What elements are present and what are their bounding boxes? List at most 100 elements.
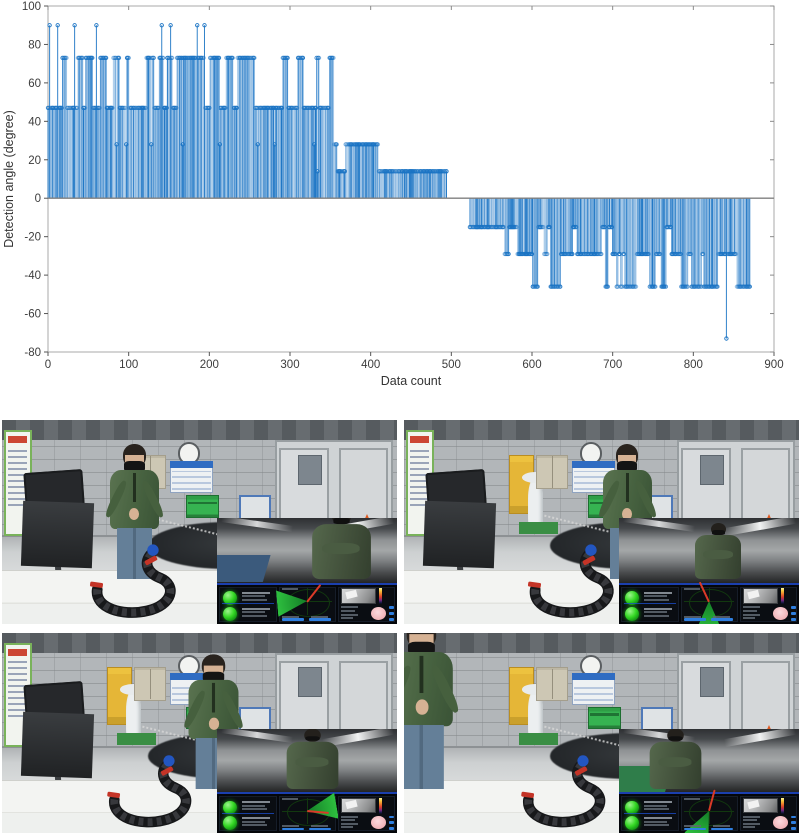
red-band-tip (574, 766, 588, 776)
red-band-tail (90, 581, 104, 589)
blue-tip-cap (577, 755, 589, 767)
panel-text-row (683, 588, 700, 591)
panel-text-row (242, 614, 268, 617)
experiment-photo (404, 633, 799, 833)
status-led-2 (223, 607, 238, 621)
panel-text-row (742, 606, 760, 609)
y-axis-label: Detection angle (degree) (2, 110, 16, 248)
thermal-camera-thumbnail (742, 798, 779, 814)
y-tick-label: -60 (24, 309, 41, 321)
panel-thermal-section (739, 586, 797, 622)
wall-cabinet (536, 667, 568, 701)
panel-text-row (340, 609, 356, 612)
x-tick-label: 200 (200, 359, 219, 371)
detection-angle-stem-chart: 0 100 200 300 400 500 600 700 800 900 -80 -60 -40 -20… (0, 0, 800, 400)
panel-mini-buttons (790, 815, 796, 830)
detection-ellipse (772, 816, 788, 829)
panel-text-row (644, 598, 670, 601)
status-led-1 (223, 800, 238, 815)
panel-text-row (281, 616, 300, 619)
snake-body (109, 759, 192, 828)
camera-person (694, 523, 742, 579)
notice-board (169, 460, 214, 494)
panel-text-row (281, 797, 298, 800)
wall-cabinet (536, 454, 568, 490)
experiment-photo (404, 420, 799, 624)
snake-robot (527, 544, 614, 619)
panel-button (309, 618, 332, 621)
panel-text-row (242, 824, 268, 827)
lanyard (211, 682, 215, 713)
panel-status-section (219, 586, 277, 622)
pip-overlay (217, 517, 397, 624)
panel-text-row (644, 607, 672, 610)
thermal-colorbar (378, 797, 382, 814)
x-tick-label: 600 (522, 359, 541, 371)
status-led-2 (223, 816, 238, 831)
panel-text-row (712, 616, 730, 619)
panel-text-row (242, 820, 266, 823)
panel-text-row (340, 613, 358, 616)
push-cart (239, 707, 271, 731)
pip-camera-view (217, 517, 397, 583)
x-tick-label: 400 (361, 359, 380, 371)
pip-control-panel (217, 583, 397, 624)
panel-text-row (683, 825, 702, 828)
status-led-2 (625, 607, 640, 621)
panel-text-row (242, 801, 270, 804)
panel-text-row (340, 617, 354, 620)
green-tool-cart (587, 707, 622, 729)
blue-tip-cap (163, 755, 175, 767)
lanyard (419, 655, 424, 693)
blue-divider (623, 812, 677, 814)
green-machine-base (116, 733, 157, 745)
panel-radar-section (279, 587, 336, 622)
red-band-tip (582, 556, 596, 566)
ceiling-light-streak (220, 517, 293, 532)
experiment-photo (2, 633, 397, 833)
panel-text-row (340, 822, 358, 825)
camera-foreground-object (217, 555, 271, 583)
thermal-camera-thumbnail (340, 588, 377, 604)
panel-text-row (310, 825, 328, 828)
panel-thermal-section (337, 586, 395, 622)
clasped-hands (622, 507, 633, 520)
camera-foreground-object (217, 766, 270, 793)
panel-text-row (644, 804, 668, 807)
panel-status-section (621, 796, 679, 831)
snake-robot (90, 544, 176, 619)
snake-robot (107, 755, 192, 828)
snake-body (529, 548, 614, 619)
black-equipment-rack (422, 500, 496, 569)
status-led-2 (625, 816, 640, 831)
lanyard (132, 472, 136, 503)
x-tick-label: 0 (45, 359, 51, 371)
panel-radar-section (279, 796, 336, 831)
panel-radar-section (681, 587, 738, 622)
ceiling-light-streak (723, 729, 796, 747)
red-band-tail (107, 791, 121, 798)
clasped-hands (208, 717, 219, 730)
panel-text-row (644, 611, 668, 614)
pip-overlay (619, 517, 799, 624)
experiment-photo-grid (0, 420, 800, 833)
camera-person-mask (711, 529, 725, 535)
ceiling-light-streak (622, 517, 695, 532)
blue-divider (221, 603, 275, 605)
white-robot-arm (120, 684, 148, 739)
panel-thermal-section (337, 796, 395, 831)
clasped-hands (129, 507, 140, 520)
panel-button (281, 827, 304, 830)
panel-button (711, 618, 734, 621)
pip-overlay (619, 729, 799, 833)
white-robot-arm (522, 684, 550, 739)
camera-person (649, 729, 701, 789)
panel-text-row (340, 606, 358, 609)
wall-cabinet (134, 667, 166, 701)
green-machine-base (518, 522, 559, 535)
person-subject (404, 633, 462, 789)
blue-divider (623, 603, 677, 605)
panel-text-row (644, 591, 672, 594)
x-tick-label: 500 (442, 359, 461, 371)
